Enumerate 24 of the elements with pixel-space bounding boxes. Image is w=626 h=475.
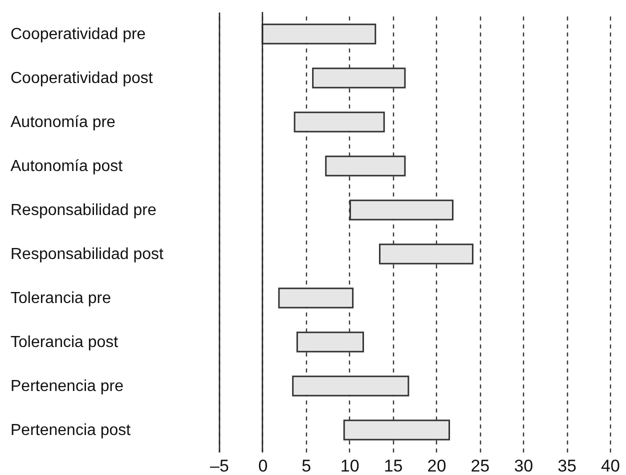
x-tick-label: 0 <box>258 456 268 475</box>
y-tick-label: Pertenencia post <box>10 422 132 439</box>
x-tick-label: 40 <box>601 456 620 475</box>
y-tick-label: Autonomía post <box>10 158 124 175</box>
y-tick-label: Tolerancia post <box>10 334 119 351</box>
x-tick-label: 20 <box>427 456 446 475</box>
x-tick-label: 30 <box>514 456 534 475</box>
bar <box>294 112 385 132</box>
bar <box>278 288 354 308</box>
y-tick-label: Pertenencia pre <box>10 378 124 395</box>
y-tick-label: Tolerancia pre <box>10 290 112 307</box>
y-tick-label: Responsabilidad pre <box>10 202 156 219</box>
y-tick-label: Cooperatividad pre <box>10 26 146 43</box>
x-tick-label: –5 <box>210 456 229 475</box>
bar <box>292 376 410 396</box>
y-tick-label: Autonomía pre <box>10 114 116 131</box>
x-tick-label: 15 <box>384 456 403 475</box>
x-tick-label: 25 <box>470 456 490 475</box>
bar <box>262 24 376 44</box>
y-tick-label: Responsabilidad post <box>10 246 164 263</box>
y-tick-label: Cooperatividad post <box>10 70 154 87</box>
x-tick-label: 5 <box>302 456 312 475</box>
x-tick-label: 10 <box>340 456 360 475</box>
x-tick-label: 35 <box>558 456 577 475</box>
